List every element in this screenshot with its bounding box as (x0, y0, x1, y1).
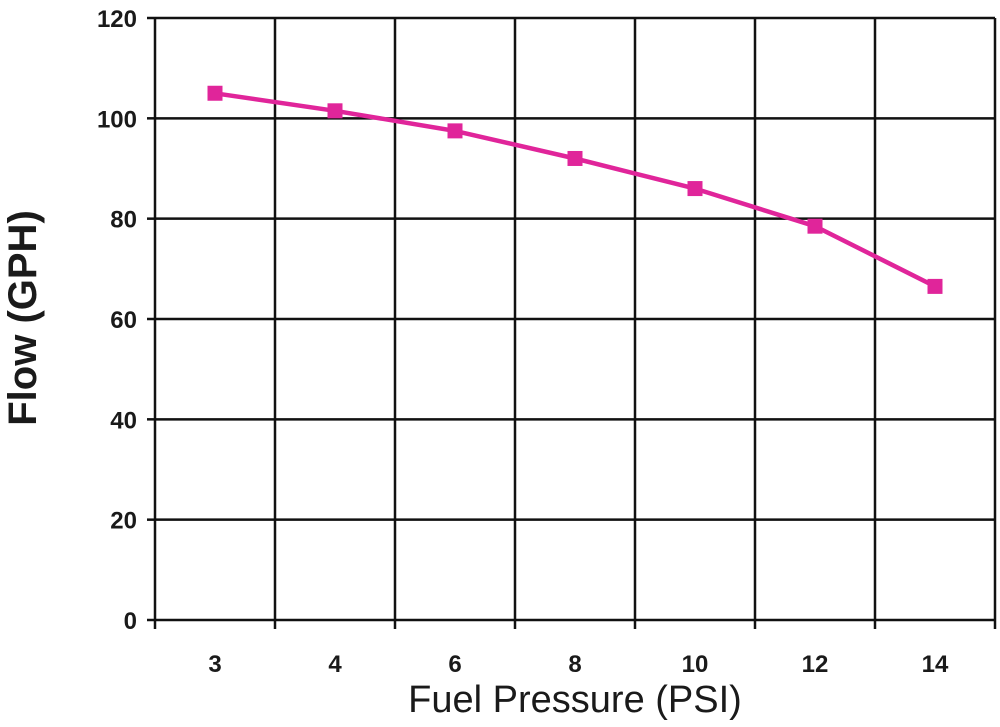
y-tick-label: 60 (110, 307, 137, 334)
x-tick-label: 12 (802, 651, 829, 678)
y-tick-label: 80 (110, 207, 137, 234)
y-tick-label: 40 (110, 407, 137, 434)
data-point-marker (327, 103, 343, 119)
data-point-marker (207, 85, 223, 101)
y-tick-label: 100 (97, 106, 137, 133)
data-point-marker (927, 278, 943, 294)
x-tick-label: 6 (448, 651, 461, 678)
y-tick-label: 0 (124, 608, 137, 635)
y-axis-label: Flow (GPH) (1, 210, 45, 426)
series-line (214, 91, 937, 289)
data-point-marker (447, 123, 463, 139)
grid (147, 16, 997, 629)
x-tick-label: 14 (922, 651, 949, 678)
x-axis-label: Fuel Pressure (PSI) (408, 679, 742, 721)
y-tick-label: 120 (97, 6, 137, 33)
x-axis-ticks: 3 4 6 8 10 12 14 (208, 651, 949, 678)
data-point-marker (807, 218, 823, 234)
y-tick-label: 20 (110, 508, 137, 535)
x-tick-label: 8 (568, 651, 581, 678)
series-layer (207, 85, 943, 294)
x-tick-label: 4 (328, 651, 342, 678)
x-tick-label: 3 (208, 651, 221, 678)
y-axis-ticks: 0 20 40 60 80 100 120 (97, 6, 137, 635)
data-point-marker (687, 181, 703, 197)
x-tick-label: 10 (682, 651, 709, 678)
data-point-marker (567, 150, 583, 166)
